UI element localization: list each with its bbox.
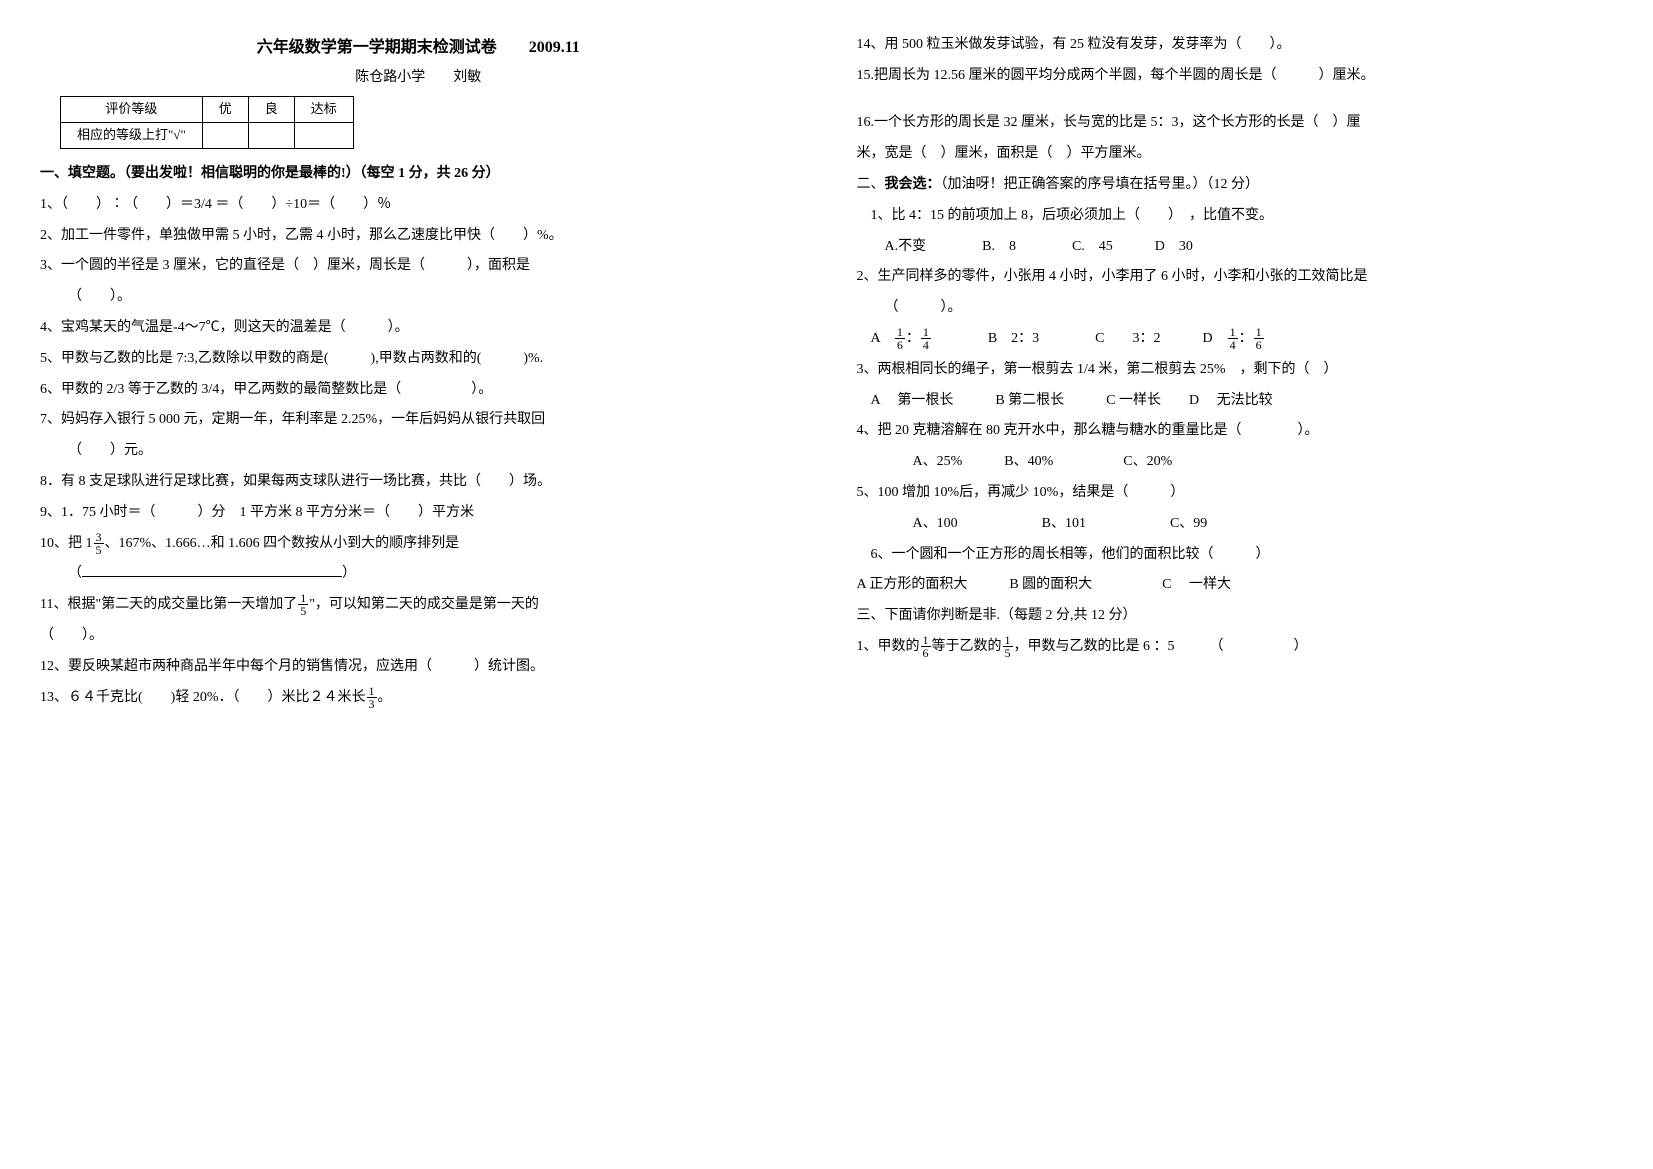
q15: 15.把周长为 12.56 厘米的圆平均分成两个半圆，每个半圆的周长是（ ）厘米… xyxy=(857,61,1614,92)
r6-options: A 正方形的面积大 B 圆的面积大 C 一样大 xyxy=(857,570,1614,601)
colon: ： xyxy=(906,331,920,346)
q10-blank: （） xyxy=(40,559,797,590)
q16b: 米，宽是（ ）厘米，面积是（ ）平方厘米。 xyxy=(857,139,1614,170)
q11: 11、根据"第二天的成交量比第一天增加了15"，可以知第二天的成交量是第一天的 xyxy=(40,590,797,621)
q14: 14、用 500 粒玉米做发芽试验，有 25 粒没有发芽，发芽率为（ ）。 xyxy=(857,30,1614,61)
grade-header: 达标 xyxy=(294,97,353,123)
q7-cont: （ ）元。 xyxy=(40,436,797,467)
q13-text-a: 13、６４千克比( )轻 20%．（ ）米比２４米长 xyxy=(40,690,366,705)
left-column: 六年级数学第一学期期末检测试卷 2009.11 陈仓路小学 刘敏 评价等级 优 … xyxy=(40,30,797,713)
r4-options: A、25% B、40% C、20% xyxy=(857,447,1614,478)
q10-text-a: 10、把 1 xyxy=(40,536,93,551)
r2o-b: B 2：3 C 3：2 D xyxy=(932,331,1227,346)
r4: 4、把 20 克糖溶解在 80 克开水中，那么糖与糖水的重量比是（ ）。 xyxy=(857,416,1614,447)
grade-cell xyxy=(202,123,248,149)
q3-cont: （ ）。 xyxy=(40,282,797,313)
q12: 12、要反映某超市两种商品半年中每个月的销售情况，应选用（ ）统计图。 xyxy=(40,652,797,683)
sec2-rest: （加油呀！把正确答案的序号填在括号里。）（12 分） xyxy=(941,177,1260,192)
frac-1-6b: 16 xyxy=(1254,326,1264,351)
grade-table: 评价等级 优 良 达标 相应的等级上打"√" xyxy=(60,96,354,149)
q5: 5、甲数与乙数的比是 7:3,乙数除以甲数的商是( ),甲数占两数和的( )%. xyxy=(40,344,797,375)
sec2-bold: 我会选： xyxy=(885,177,941,192)
q9: 9、1．75 小时＝（ ）分 1 平方米 8 平方分米＝（ ）平方米 xyxy=(40,498,797,529)
q11-text-b: "，可以知第二天的成交量是第一天的 xyxy=(309,597,539,612)
r5: 5、100 增加 10%后，再减少 10%，结果是（ ） xyxy=(857,478,1614,509)
colon: ： xyxy=(1239,331,1253,346)
blank-line xyxy=(82,562,342,577)
spacer xyxy=(857,92,1614,109)
frac-1-5b: 15 xyxy=(1003,634,1013,659)
j1-b: 等于乙数的 xyxy=(932,639,1002,654)
frac-1-3: 13 xyxy=(367,685,377,710)
grade-cell xyxy=(294,123,353,149)
frac-1-5: 15 xyxy=(298,592,308,617)
r2-options: A 16：14 B 2：3 C 3：2 D 14：16 xyxy=(857,324,1614,355)
section-2-heading: 二、我会选：（加油呀！把正确答案的序号填在括号里。）（12 分） xyxy=(857,170,1614,201)
j1-a: 1、甲数的 xyxy=(857,639,920,654)
school-line: 陈仓路小学 刘敏 xyxy=(40,65,797,90)
j1-c: ，甲数与乙数的比是 6 ：5 （ ） xyxy=(1014,639,1308,654)
frac-1-6c: 16 xyxy=(921,634,931,659)
frac-1-4: 14 xyxy=(921,326,931,351)
r3-options: A 第一根长 B 第二根长 C 一样长 D 无法比较 xyxy=(857,386,1614,417)
grade-cell xyxy=(248,123,294,149)
q7: 7、妈妈存入银行 5 000 元，定期一年，年利率是 2.25%，一年后妈妈从银… xyxy=(40,405,797,436)
q1: 1、（ ）∶（ ）＝3/4 ＝（ ）÷10＝（ ）％ xyxy=(40,190,797,221)
grade-header: 评价等级 xyxy=(61,97,203,123)
q10-text-b: 、167%、1.666…和 1.606 四个数按从小到大的顺序排列是 xyxy=(105,536,460,551)
grade-header: 优 xyxy=(202,97,248,123)
exam-title: 六年级数学第一学期期末检测试卷 2009.11 xyxy=(40,30,797,65)
grade-row-label: 相应的等级上打"√" xyxy=(61,123,203,149)
r2o-a: A xyxy=(857,331,894,346)
r6: 6、一个圆和一个正方形的周长相等，他们的面积比较（ ） xyxy=(857,540,1614,571)
frac-1-6: 16 xyxy=(895,326,905,351)
section-1-heading: 一、填空题。（要出发啦！相信聪明的你是最棒的!）（每空 1 分，共 26 分） xyxy=(40,159,797,190)
r2-cont: （ ）。 xyxy=(857,293,1614,324)
q16a: 16.一个长方形的周长是 32 厘米，长与宽的比是 5：3，这个长方形的长是（ … xyxy=(857,108,1614,139)
r3: 3、两根相同长的绳子，第一根剪去 1/4 米，第二根剪去 25% ，剩下的（ ） xyxy=(857,355,1614,386)
q11-cont: （ ）。 xyxy=(40,621,797,652)
q11-text-a: 11、根据"第二天的成交量比第一天增加了 xyxy=(40,597,297,612)
q8: 8．有 8 支足球队进行足球比赛，如果每两支球队进行一场比赛，共比（ ）场。 xyxy=(40,467,797,498)
r2: 2、生产同样多的零件，小张用 4 小时，小李用了 6 小时，小李和小张的工效简比… xyxy=(857,262,1614,293)
frac-1-4b: 14 xyxy=(1228,326,1238,351)
q6: 6、甲数的 2/3 等于乙数的 3/4，甲乙两数的最简整数比是（ ）。 xyxy=(40,375,797,406)
q13-text-b: 。 xyxy=(378,690,392,705)
paren-close: ） xyxy=(342,566,356,581)
j1: 1、甲数的16等于乙数的15，甲数与乙数的比是 6 ：5 （ ） xyxy=(857,632,1614,663)
r1: 1、比 4：15 的前项加上 8，后项必须加上（ ） ，比值不变。 xyxy=(857,201,1614,232)
q13: 13、６４千克比( )轻 20%．（ ）米比２４米长13。 xyxy=(40,683,797,714)
section-3-heading: 三、下面请你判断是非.（每题 2 分,共 12 分） xyxy=(857,601,1614,632)
q2: 2、加工一件零件，单独做甲需 5 小时，乙需 4 小时，那么乙速度比甲快（ ）%… xyxy=(40,221,797,252)
sec2-prefix: 二、 xyxy=(857,177,885,192)
r1-options: A.不变 B. 8 C. 45 D 30 xyxy=(857,232,1614,263)
r5-options: A、100 B、101 C、99 xyxy=(857,509,1614,540)
frac-3-5: 35 xyxy=(94,531,104,556)
q4: 4、宝鸡某天的气温是-4～7℃，则这天的温差是（ ）。 xyxy=(40,313,797,344)
grade-header: 良 xyxy=(248,97,294,123)
q10: 10、把 135、167%、1.666…和 1.606 四个数按从小到大的顺序排… xyxy=(40,529,797,560)
q3: 3、一个圆的半径是 3 厘米，它的直径是（ ）厘米，周长是（ ），面积是 xyxy=(40,251,797,282)
paren-open: （ xyxy=(68,566,82,581)
right-column: 14、用 500 粒玉米做发芽试验，有 25 粒没有发芽，发芽率为（ ）。 15… xyxy=(857,30,1614,713)
